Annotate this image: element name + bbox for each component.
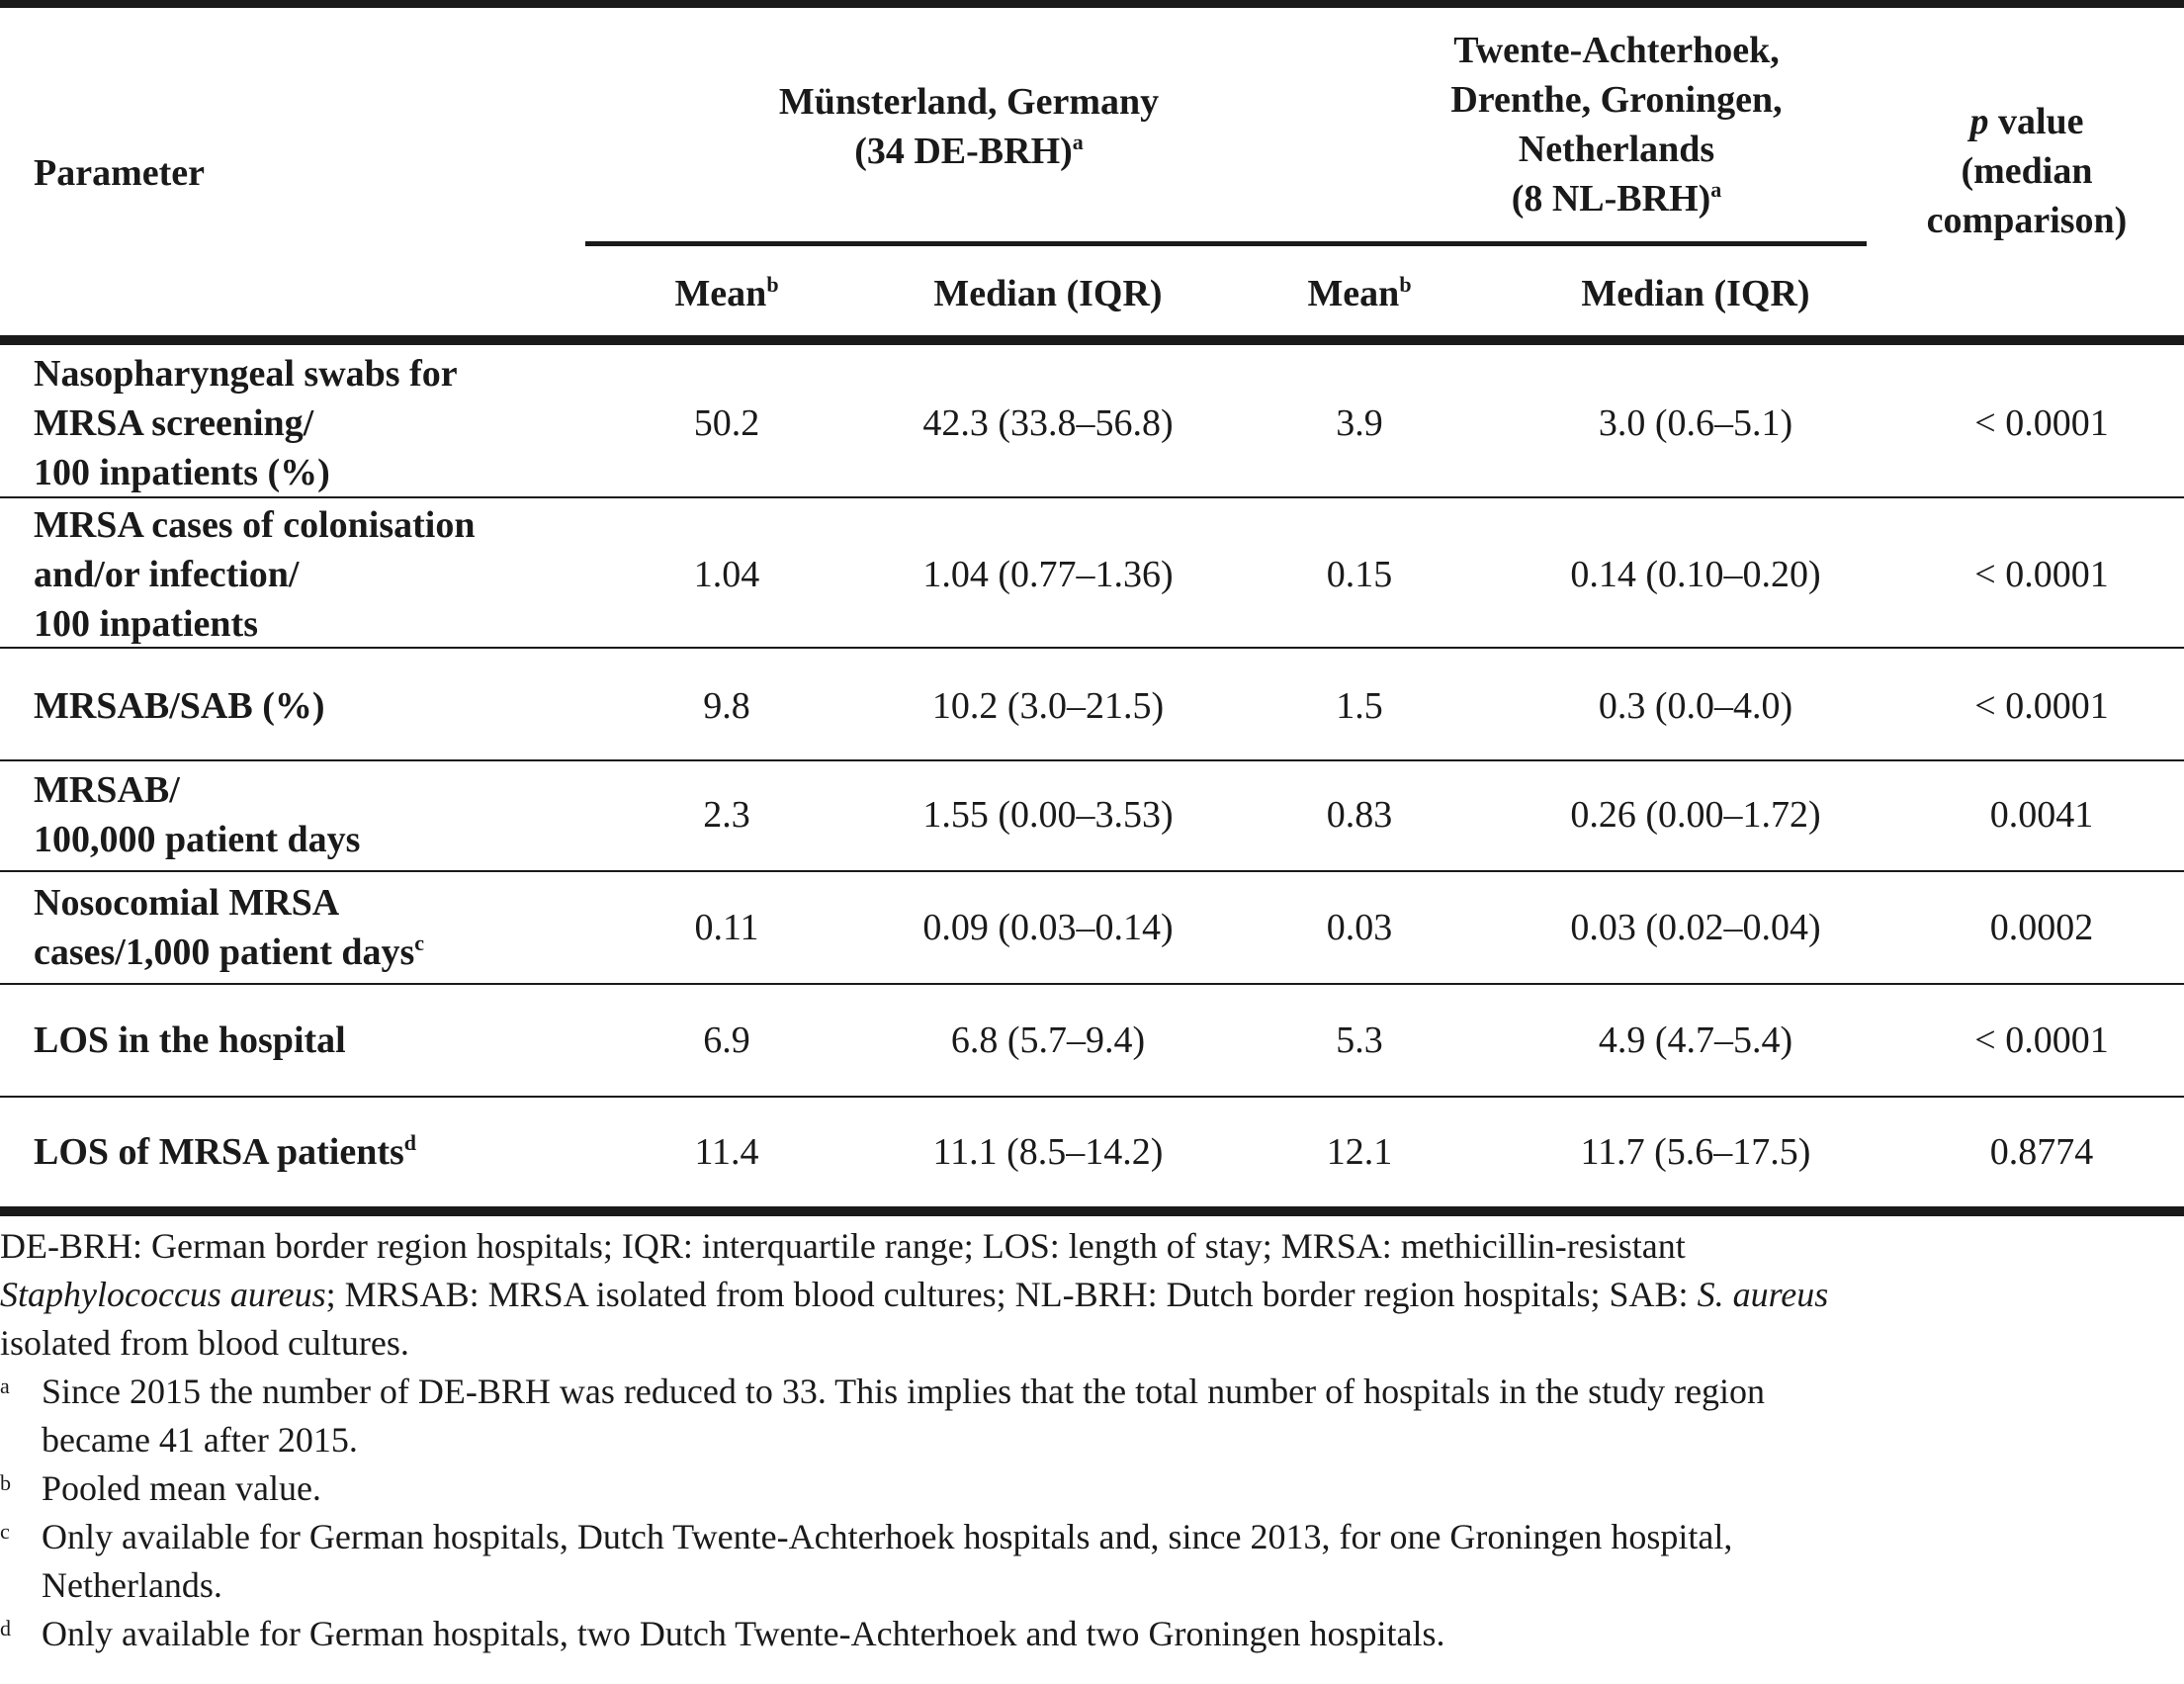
row-divider <box>0 759 2184 761</box>
nl-mean: 12.1 <box>1326 1131 1393 1173</box>
de-median: 11.1 (8.5–14.2) <box>932 1131 1164 1173</box>
group-line: Twente-Achterhoek, <box>1453 30 1780 71</box>
nl-median: 3.0 (0.6–5.1) <box>1598 402 1793 444</box>
de-mean: 50.2 <box>693 402 760 444</box>
table-notes: DE-BRH: German border region hospitals; … <box>0 1222 2165 1658</box>
de-mean: 2.3 <box>703 794 750 836</box>
de-mean: 9.8 <box>703 685 750 727</box>
column-header-p-value: p value (median comparison) <box>1926 101 2128 241</box>
row-parameter: MRSA cases of colonisation and/or infect… <box>34 504 476 645</box>
table-top-rule <box>0 0 2184 8</box>
p-value: < 0.0001 <box>1974 402 2109 444</box>
p-value: < 0.0001 <box>1974 554 2109 595</box>
group-line: Drenthe, Groningen, <box>1450 79 1783 121</box>
row-parameter: Nosocomial MRSA cases/1,000 patient days… <box>34 882 425 973</box>
header-span-rule <box>585 241 1867 246</box>
column-group-netherlands: Twente-Achterhoek, Drenthe, Groningen, N… <box>1315 26 1918 223</box>
row-divider <box>0 983 2184 985</box>
de-median: 1.04 (0.77–1.36) <box>922 554 1174 595</box>
nl-mean: 0.15 <box>1326 554 1393 595</box>
de-median: 1.55 (0.00–3.53) <box>922 794 1174 836</box>
de-median: 42.3 (33.8–56.8) <box>922 402 1174 444</box>
row-parameter: Nasopharyngeal swabs for MRSA screening/… <box>34 353 458 493</box>
table-bottom-rule <box>0 1206 2184 1216</box>
row-parameter: LOS in the hospital <box>34 1019 346 1061</box>
de-median: 6.8 (5.7–9.4) <box>950 1019 1146 1061</box>
p-value: 0.0002 <box>1989 907 2094 948</box>
p-value: < 0.0001 <box>1974 1019 2109 1061</box>
group-title: Münsterland, Germany <box>778 81 1160 123</box>
abbreviations-line: isolated from blood cultures. <box>0 1323 409 1363</box>
de-mean: 1.04 <box>693 554 760 595</box>
nl-mean: 1.5 <box>1336 685 1383 727</box>
footnote-d: d Only available for German hospitals, t… <box>0 1614 1445 1653</box>
row-divider <box>0 870 2184 872</box>
p-value: < 0.0001 <box>1974 685 2109 727</box>
nl-median: 0.03 (0.02–0.04) <box>1570 907 1821 948</box>
row-parameter: MRSAB/SAB (%) <box>34 685 325 727</box>
nl-mean: 3.9 <box>1336 402 1383 444</box>
abbreviations-line: Staphylococcus aureus; MRSAB: MRSA isola… <box>0 1275 1829 1314</box>
de-mean: 0.11 <box>694 907 759 948</box>
header-bottom-rule <box>0 335 2184 345</box>
abbreviations-line: DE-BRH: German border region hospitals; … <box>0 1226 1686 1266</box>
nl-median: 0.26 (0.00–1.72) <box>1570 794 1821 836</box>
group-count: (8 NL-BRH)a <box>1511 177 1722 220</box>
column-header-parameter: Parameter <box>34 152 205 194</box>
nl-median: 4.9 (4.7–5.4) <box>1598 1019 1793 1061</box>
column-header-nl-median: Median (IQR) <box>1581 273 1810 314</box>
column-header-de-mean: Meanb <box>674 272 779 314</box>
nl-mean: 0.83 <box>1326 794 1393 836</box>
de-median: 0.09 (0.03–0.14) <box>922 907 1174 948</box>
row-parameter: MRSAB/ 100,000 patient days <box>34 769 361 860</box>
de-mean: 11.4 <box>694 1131 759 1173</box>
footnote-a: a Since 2015 the number of DE-BRH was re… <box>0 1372 1766 1460</box>
group-line: Netherlands <box>1518 129 1715 170</box>
nl-median: 0.14 (0.10–0.20) <box>1570 554 1821 595</box>
row-divider <box>0 496 2184 498</box>
nl-mean: 5.3 <box>1336 1019 1383 1061</box>
nl-median: 11.7 (5.6–17.5) <box>1580 1131 1811 1173</box>
column-group-germany: Münsterland, Germany (34 DE-BRH)a <box>593 77 1345 176</box>
footnote-c: c Only available for German hospitals, D… <box>0 1517 1733 1605</box>
de-median: 10.2 (3.0–21.5) <box>931 685 1165 727</box>
column-header-nl-mean: Meanb <box>1307 272 1412 314</box>
footnote-b: b Pooled mean value. <box>0 1468 321 1508</box>
nl-median: 0.3 (0.0–4.0) <box>1598 685 1793 727</box>
row-divider <box>0 1096 2184 1098</box>
row-divider <box>0 647 2184 649</box>
row-parameter: LOS of MRSA patientsd <box>34 1130 417 1173</box>
de-mean: 6.9 <box>703 1019 750 1061</box>
group-count: (34 DE-BRH)a <box>854 130 1084 172</box>
p-value: 0.0041 <box>1989 794 2094 836</box>
column-header-de-median: Median (IQR) <box>933 273 1163 314</box>
nl-mean: 0.03 <box>1326 907 1393 948</box>
p-value: 0.8774 <box>1989 1131 2094 1173</box>
